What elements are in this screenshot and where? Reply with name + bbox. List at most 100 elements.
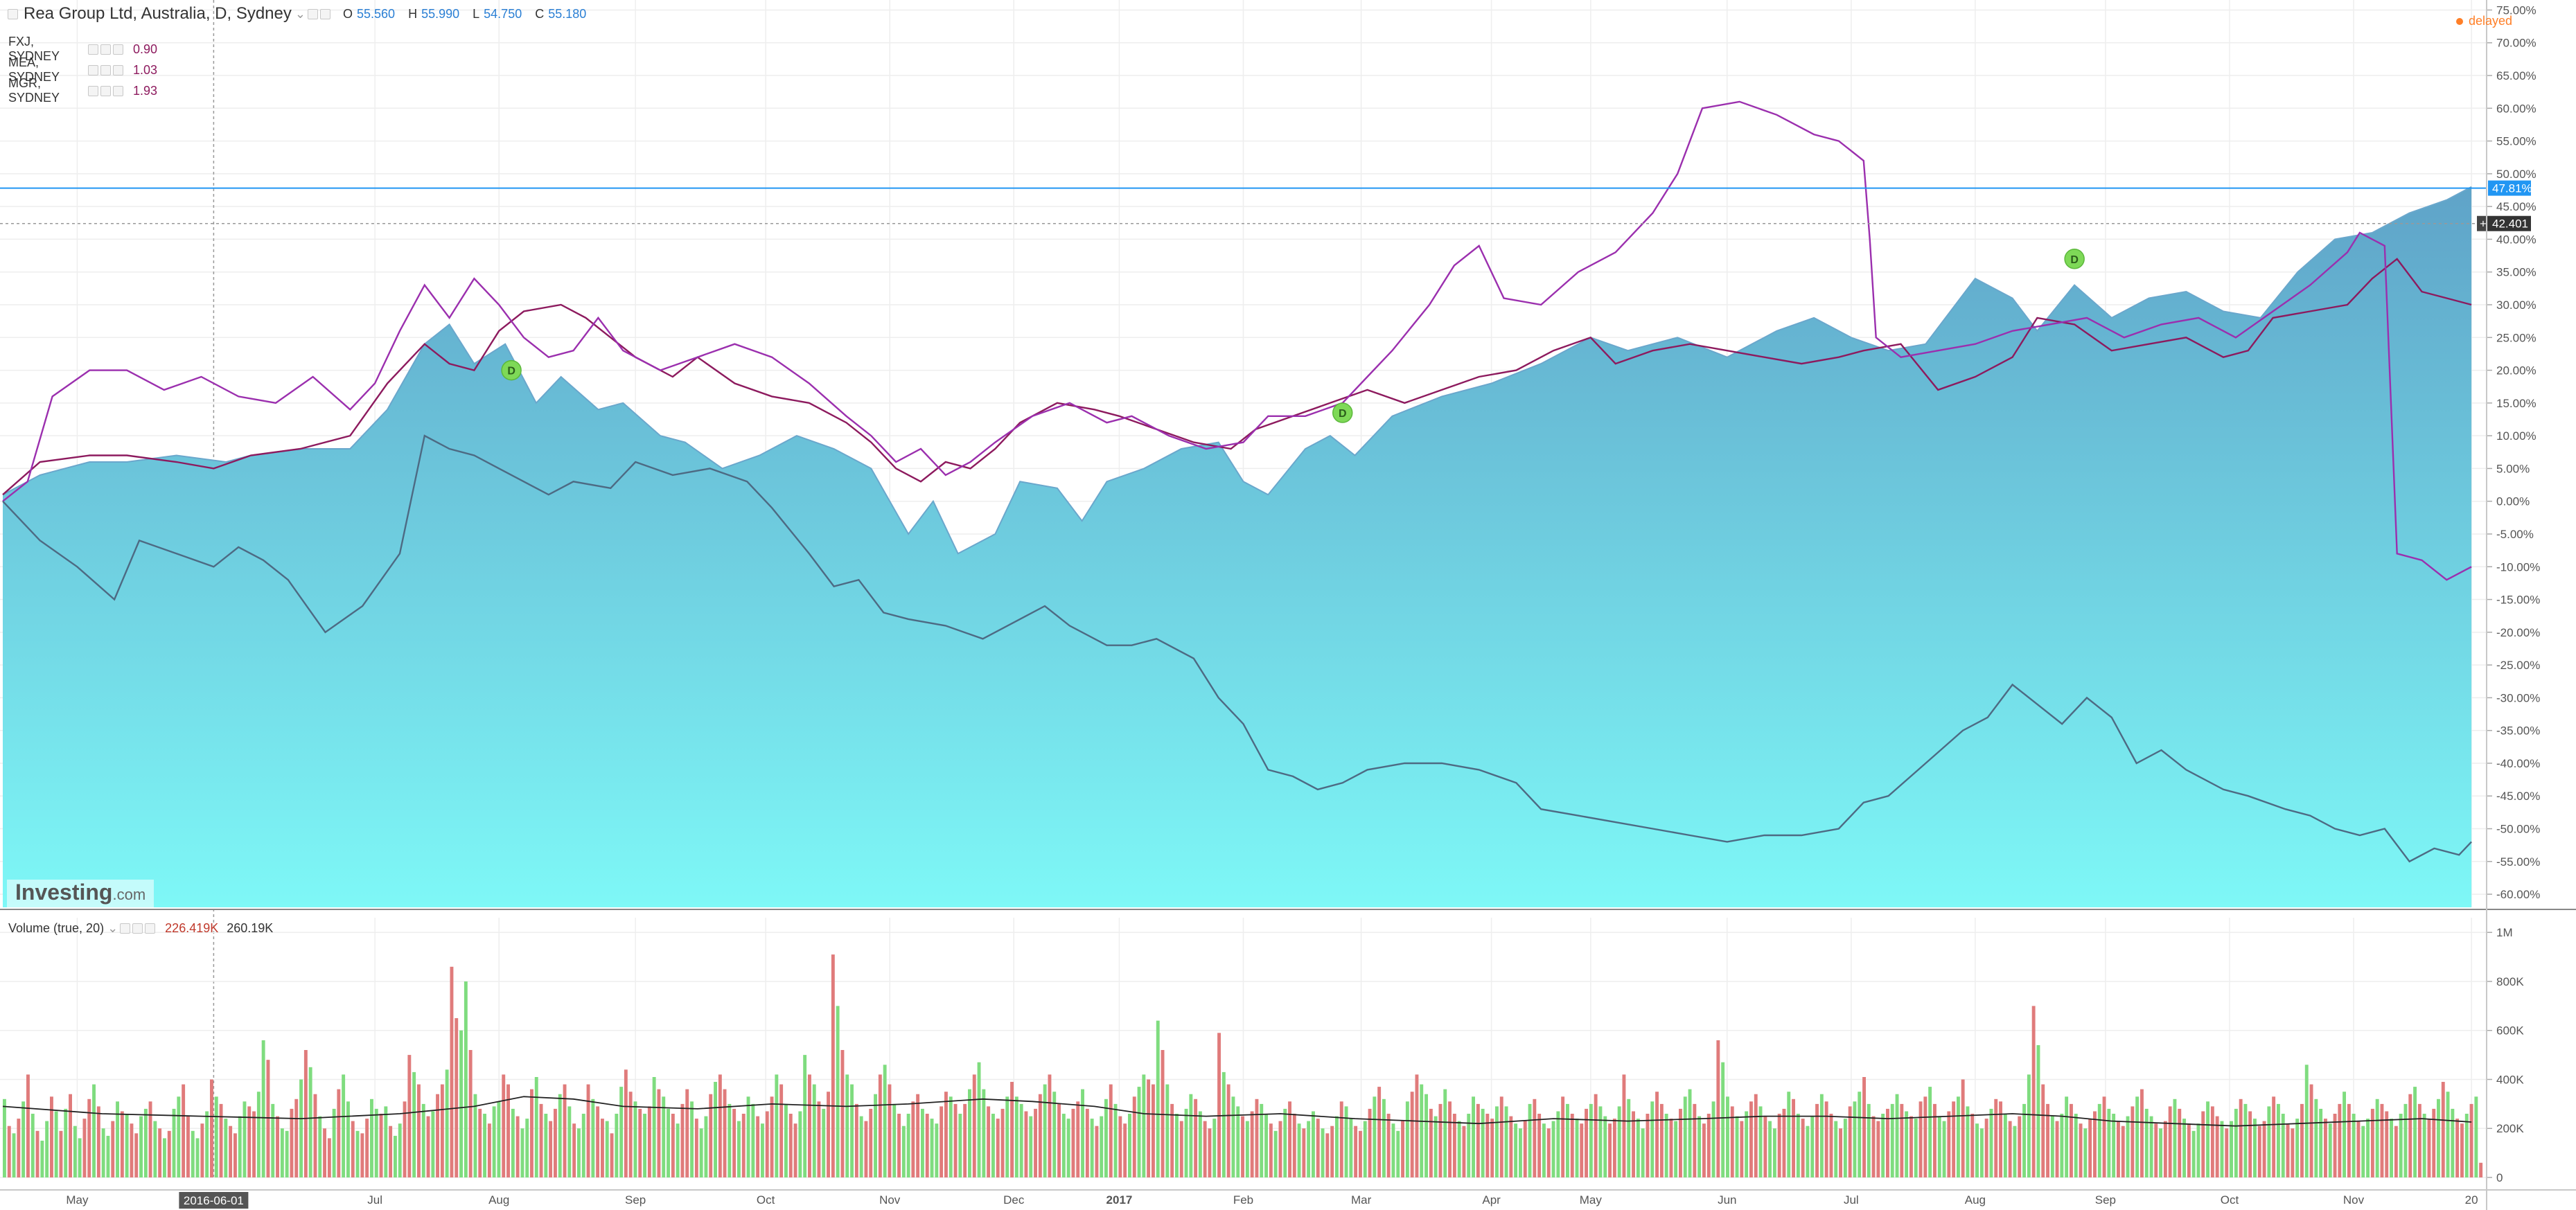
volume-legend[interactable]: Volume (true, 20) ⌄ 226.419K 260.19K xyxy=(8,921,273,936)
hide-icon[interactable] xyxy=(100,44,111,55)
settings-icon[interactable] xyxy=(88,44,98,55)
volume-bar xyxy=(1528,1103,1532,1177)
volume-bar xyxy=(2050,1116,2054,1177)
volume-bar xyxy=(671,1114,675,1177)
volume-bar xyxy=(1175,1114,1179,1177)
settings-icon[interactable] xyxy=(88,85,98,96)
volume-bar xyxy=(737,1121,741,1177)
volume-bar xyxy=(1019,1103,1023,1177)
volume-bar xyxy=(963,1103,967,1177)
hide-icon[interactable] xyxy=(100,85,111,96)
volume-bar xyxy=(1349,1119,1353,1177)
close-icon[interactable] xyxy=(145,923,156,934)
volume-bar xyxy=(591,1098,595,1177)
volume-bar xyxy=(930,1119,934,1177)
dividend-markers-layer[interactable]: D D D xyxy=(501,249,2085,423)
volume-bar xyxy=(2065,1096,2069,1177)
volume-bar xyxy=(116,1101,119,1177)
volume-bar xyxy=(1052,1092,1057,1177)
collapse-icon[interactable] xyxy=(8,8,18,19)
price-axis[interactable]: 75.00% 70.00% 65.00% 60.00% 55.00% 50.00% 45.0… xyxy=(2477,3,2540,901)
close-icon[interactable] xyxy=(113,85,123,96)
settings-icon[interactable] xyxy=(88,64,98,75)
dividend-marker[interactable] xyxy=(501,359,522,381)
volume-bar xyxy=(563,1084,567,1177)
hide-icon[interactable] xyxy=(100,64,111,75)
hide-icon[interactable] xyxy=(132,923,143,934)
chevron-down-icon[interactable]: ⌄ xyxy=(294,6,306,21)
volume-bar xyxy=(1792,1098,1795,1177)
volume-bar xyxy=(1208,1128,1212,1177)
volume-bar xyxy=(596,1106,600,1177)
volume-bar xyxy=(1433,1116,1438,1177)
volume-bar xyxy=(2210,1106,2214,1177)
volume-bar xyxy=(2018,1116,2022,1177)
volume-bar xyxy=(549,1121,553,1177)
settings-icon[interactable] xyxy=(120,923,131,934)
dividend-marker-label: D xyxy=(1339,408,1347,420)
volume-tick-label: 0 xyxy=(2496,1171,2503,1184)
chevron-down-icon[interactable]: ⌄ xyxy=(107,921,118,935)
plus-icon[interactable] xyxy=(2477,215,2488,231)
volume-tick-label: 800K xyxy=(2496,975,2524,988)
volume-bar xyxy=(1147,1079,1151,1177)
volume-bar xyxy=(850,1084,854,1177)
legend-item-mgr[interactable]: MGR, SYDNEY 1.93 xyxy=(8,76,157,105)
volume-bar xyxy=(78,1138,82,1177)
volume-bar xyxy=(2441,1082,2445,1177)
x-tick-label: Oct xyxy=(2221,1193,2239,1207)
volume-bar xyxy=(1509,1116,1513,1177)
close-icon[interactable] xyxy=(113,44,123,55)
volume-bar xyxy=(827,1092,830,1177)
volume-bar xyxy=(836,1006,840,1177)
hide-icon[interactable] xyxy=(319,8,330,19)
x-tick-label: Jul xyxy=(367,1193,382,1207)
volume-axis[interactable]: 1M 800K 600K 400K 200K 0 xyxy=(2487,926,2524,1184)
legend-item-fxj[interactable]: FXJ, SYDNEY 0.90 xyxy=(8,35,157,64)
volume-bar xyxy=(643,1114,646,1177)
volume-bar xyxy=(370,1098,373,1177)
volume-bar xyxy=(445,1069,449,1177)
volume-bar xyxy=(82,1119,87,1177)
volume-bar xyxy=(1669,1119,1673,1177)
legend-item-mea[interactable]: MEA, SYDNEY 1.03 xyxy=(8,55,157,84)
volume-bar xyxy=(921,1108,924,1177)
settings-icon[interactable] xyxy=(307,8,318,19)
volume-bar xyxy=(2182,1119,2186,1177)
dividend-marker[interactable] xyxy=(2064,249,2085,269)
series-line-mgr xyxy=(2,100,2472,581)
volume-bar xyxy=(2121,1126,2125,1177)
volume-bar xyxy=(544,1114,548,1177)
volume-bar xyxy=(982,1089,986,1177)
volume-bar xyxy=(483,1114,486,1177)
symbol-title[interactable]: Rea Group Ltd, Australia, D, Sydney xyxy=(24,4,292,23)
volume-bar xyxy=(2319,1108,2323,1177)
volume-bar xyxy=(1057,1103,1061,1177)
volume-bar xyxy=(2300,1103,2304,1177)
volume-bar xyxy=(1777,1114,1781,1177)
volume-bar xyxy=(1034,1108,1037,1177)
close-icon[interactable] xyxy=(113,64,123,75)
volume-bar xyxy=(901,1126,906,1177)
volume-bar xyxy=(2239,1098,2243,1177)
volume-bar xyxy=(1221,1071,1226,1177)
volume-bar xyxy=(1081,1089,1084,1177)
volume-bar xyxy=(1843,1119,1847,1177)
low-value: 54.750 xyxy=(484,6,522,21)
volume-bar xyxy=(389,1126,393,1177)
y-tick-label: 50.00% xyxy=(2496,168,2537,181)
volume-bar xyxy=(1504,1106,1508,1177)
time-axis[interactable]: May Jul Aug Sep Oct Nov Dec 2017 Feb Mar Apr May Jun… xyxy=(66,1192,2478,1209)
volume-bar xyxy=(1457,1121,1461,1177)
dividend-marker[interactable] xyxy=(1332,402,1353,423)
volume-bar xyxy=(859,1116,863,1177)
y-tick-label: -10.00% xyxy=(2496,560,2540,573)
delayed-badge: delayed xyxy=(2455,14,2512,28)
volume-bar xyxy=(2187,1123,2191,1177)
y-tick-label: 30.00% xyxy=(2496,299,2537,312)
volume-bar xyxy=(680,1103,685,1177)
volume-bar xyxy=(685,1089,689,1177)
volume-bar xyxy=(1546,1128,1551,1177)
volume-bar xyxy=(1664,1114,1668,1177)
